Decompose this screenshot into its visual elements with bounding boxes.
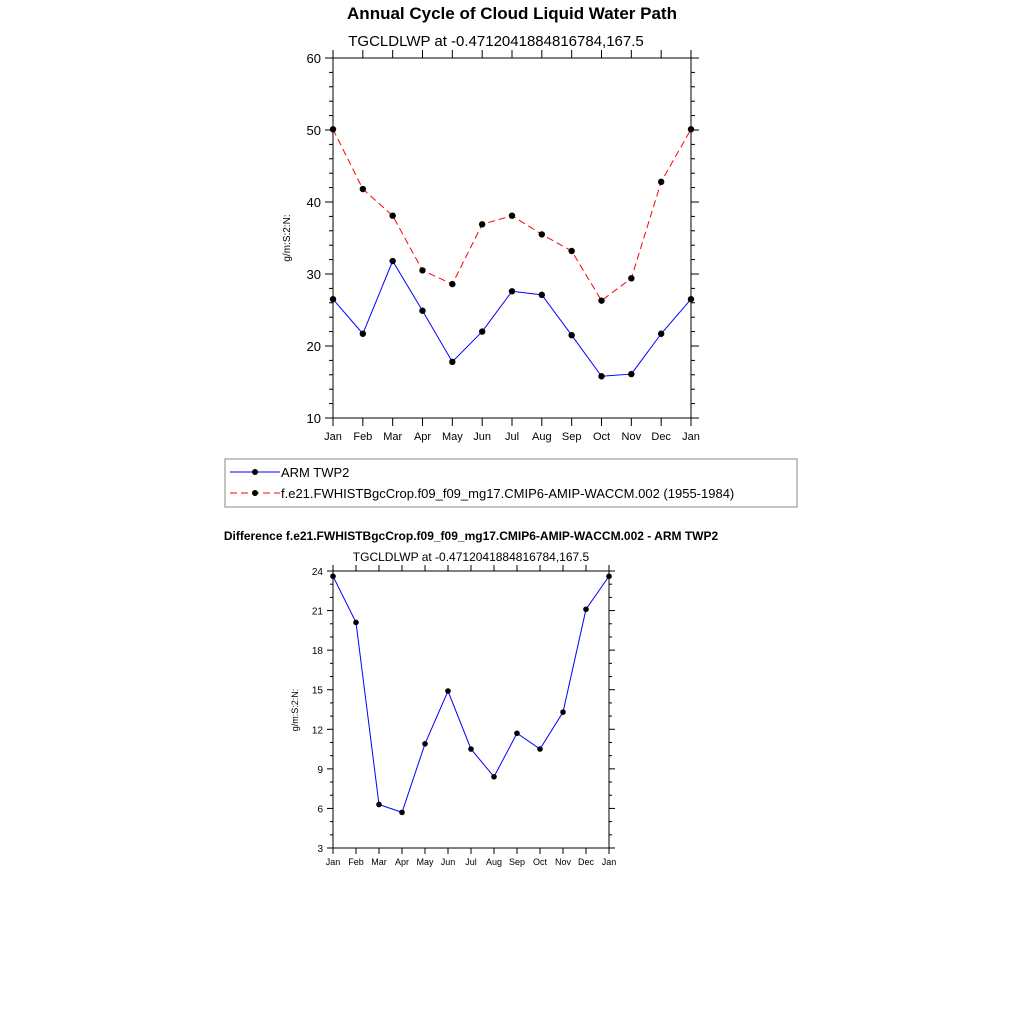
series-1-point	[628, 275, 635, 282]
legend-box	[224, 458, 798, 508]
series-0-point	[514, 730, 520, 737]
chart2-axes: 3 6 9 12 15 18 21 24 Jan Feb Mar Apr May Jun Jul Aug Sep…	[312, 565, 616, 867]
series-0-point	[560, 709, 566, 715]
x-tick-label: Jul	[505, 431, 519, 443]
x-tick-label: Apr	[395, 857, 409, 867]
difference-chart: Difference f.e21.FWHISTBgcCrop.f09_f09_m…	[224, 529, 719, 867]
x-tick-label: Nov	[555, 857, 572, 867]
series-0-point	[468, 746, 474, 752]
y-tick-label: 40	[307, 195, 321, 210]
chart1-subtitle: TGCLDLWP at -0.4712041884816784,167.5	[348, 33, 644, 50]
x-tick-label: Jun	[473, 431, 491, 443]
chart1-ylabel: g/m:S:2:N:	[282, 214, 293, 261]
x-tick-label: Sep	[562, 431, 582, 443]
x-tick-label: Aug	[486, 857, 502, 867]
x-tick-label: Jan	[326, 857, 341, 867]
series-0-point	[399, 809, 405, 816]
series-0-point	[478, 328, 486, 335]
x-tick-label: Jan	[602, 857, 617, 867]
series-0-point	[491, 773, 497, 780]
series-1-point	[389, 212, 396, 219]
series-0-point	[538, 291, 546, 299]
chart1-series	[329, 126, 695, 380]
y-tick-label: 60	[307, 51, 321, 66]
y-tick-label: 20	[307, 339, 321, 354]
x-tick-label: Jan	[682, 431, 700, 443]
x-tick-label: Mar	[383, 431, 402, 443]
series-line-0	[332, 575, 610, 814]
x-tick-label: Jan	[324, 431, 342, 443]
chart2-plot-frame	[332, 570, 610, 849]
x-tick-label: Dec	[578, 857, 595, 867]
series-1-point	[568, 247, 575, 255]
y-tick-label: 6	[317, 804, 323, 815]
chart1-legend: ARM TWP2 f.e21.FWHISTBgcCrop.f09_f09_mg1…	[224, 458, 798, 508]
x-tick-label: Sep	[509, 857, 525, 867]
x-tick-label: Apr	[414, 431, 431, 443]
y-tick-label: 50	[307, 123, 321, 138]
x-tick-label: Oct	[593, 431, 610, 443]
x-tick-label: Aug	[532, 431, 552, 443]
series-1-point	[449, 280, 456, 288]
chart1-plot-frame	[332, 57, 692, 419]
series-1-point	[419, 267, 426, 274]
series-0-point	[568, 332, 575, 339]
x-tick-label: Jun	[441, 857, 456, 867]
x-tick-label: Feb	[348, 857, 364, 867]
series-0-point	[353, 619, 359, 626]
x-tick-label: Dec	[651, 431, 671, 443]
legend-marker-model	[252, 490, 258, 496]
series-1-point	[359, 185, 367, 193]
series-0-point	[583, 606, 589, 613]
x-tick-label: Nov	[622, 431, 642, 443]
series-1-point	[657, 178, 665, 186]
series-0-point	[537, 746, 543, 752]
series-0-point	[422, 740, 428, 747]
y-tick-label: 3	[317, 844, 323, 855]
series-1-point	[508, 212, 516, 219]
series-0-point	[419, 307, 426, 314]
chart2-title: Difference f.e21.FWHISTBgcCrop.f09_f09_m…	[224, 529, 719, 543]
y-tick-label: 15	[312, 686, 324, 697]
x-tick-label: Feb	[353, 431, 372, 443]
x-tick-label: Mar	[371, 857, 387, 867]
series-0-point	[508, 288, 516, 295]
y-tick-label: 9	[317, 765, 323, 776]
y-tick-label: 12	[312, 725, 324, 736]
y-tick-label: 30	[307, 267, 321, 282]
x-tick-label: May	[442, 431, 463, 443]
series-0-point	[389, 257, 396, 265]
chart2-series	[330, 573, 612, 816]
series-0-point	[445, 688, 451, 694]
series-0-point	[628, 370, 635, 378]
annual-cycle-chart: Annual Cycle of Cloud Liquid Water Path …	[282, 4, 700, 443]
series-1-point	[478, 221, 486, 228]
legend-marker-arm	[252, 469, 258, 475]
x-tick-label: May	[416, 857, 434, 867]
series-1-point	[598, 297, 605, 304]
y-tick-label: 10	[307, 411, 321, 426]
y-tick-label: 24	[312, 567, 324, 578]
series-0-point	[657, 330, 665, 337]
series-0-point	[359, 330, 367, 337]
y-tick-label: 21	[312, 607, 324, 618]
chart2-subtitle: TGCLDLWP at -0.4712041884816784,167.5	[353, 550, 590, 564]
series-line-0	[332, 259, 692, 377]
series-1-point	[538, 231, 546, 238]
x-tick-label: Jul	[465, 857, 477, 867]
legend-label-model: f.e21.FWHISTBgcCrop.f09_f09_mg17.CMIP6-A…	[281, 486, 734, 501]
chart2-ylabel: g/m:S:2:N:	[290, 689, 300, 732]
series-0-point	[376, 801, 382, 808]
y-tick-label: 18	[312, 646, 324, 657]
x-tick-label: Oct	[533, 857, 548, 867]
series-0-point	[449, 358, 456, 366]
chart1-axes: 10 20 30 40 50 60 Jan Feb Mar Apr May Jun Jul Aug Sep O…	[307, 50, 700, 443]
legend-label-arm: ARM TWP2	[281, 465, 349, 480]
chart1-title: Annual Cycle of Cloud Liquid Water Path	[347, 4, 677, 23]
series-0-point	[598, 373, 605, 380]
